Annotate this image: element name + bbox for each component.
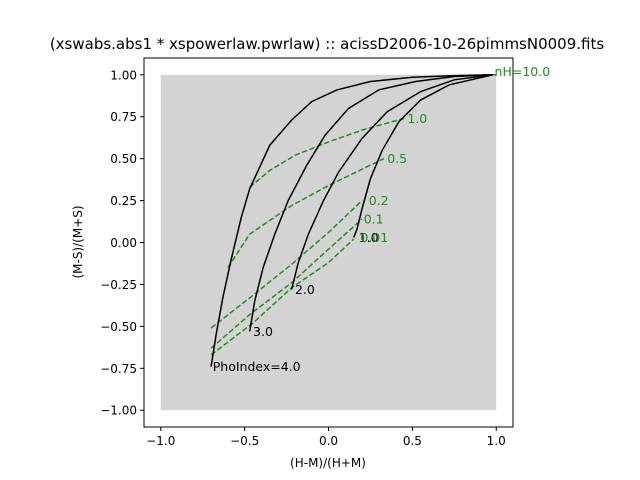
- y-tick-label: −0.75: [100, 362, 137, 376]
- x-tick-label: 1.0: [487, 434, 506, 448]
- annotation-label: PhoIndex=4.0: [213, 359, 301, 374]
- y-tick-label: 1.00: [110, 68, 137, 82]
- nh-curve-1: [210, 218, 363, 349]
- y-tick-label: −1.00: [100, 404, 137, 418]
- annotation-label: 0.01: [360, 230, 388, 245]
- phoindex-curve-0: [353, 74, 494, 238]
- x-tick-label: −0.5: [230, 434, 259, 448]
- x-tick-label: 0.5: [403, 434, 422, 448]
- plot-area: [160, 74, 497, 411]
- chart-title: (xswabs.abs1 * xspowerlaw.pwrlaw) :: aci…: [50, 35, 605, 53]
- annotation-label: 0.5: [387, 151, 407, 166]
- phoindex-curve-1: [290, 74, 493, 290]
- y-axis-label: (M-S)/(M+S): [71, 205, 85, 278]
- y-tick-label: 0.75: [110, 110, 137, 124]
- annotation-label: 1.0: [359, 230, 379, 245]
- y-tick-label: 0.00: [110, 236, 137, 250]
- nh-curve-4: [249, 117, 405, 188]
- annotation-label: nH=10.0: [495, 64, 551, 79]
- y-tick-label: 0.25: [110, 194, 137, 208]
- x-axis-label: (H-M)/(H+M): [290, 456, 366, 470]
- phoindex-curve-2: [248, 74, 493, 332]
- annotation-label: 0.2: [369, 193, 389, 208]
- annotation-label: 0.1: [364, 212, 384, 227]
- annotation-label: 3.0: [253, 324, 273, 339]
- y-tick-label: −0.50: [100, 320, 137, 334]
- y-tick-label: 0.50: [110, 152, 137, 166]
- annotation-label: 2.0: [295, 282, 315, 297]
- annotation-label: 1.0: [407, 111, 427, 126]
- nh-curve-3: [227, 157, 385, 269]
- x-tick-label: 0.0: [319, 434, 338, 448]
- annotations: 1.0 2.0 3.0 PhoIndex=4.0 0.01 0.1 0.2 0.5 1.0 nH=…: [213, 64, 550, 374]
- nh-curve-2: [210, 200, 363, 329]
- y-tick-label: −0.25: [100, 278, 137, 292]
- y-ticks: −1.00 −0.75 −0.50 −0.25 0.00 0.25 0.50 0.75 1.00: [100, 68, 144, 418]
- x-tick-label: −1.0: [146, 434, 175, 448]
- x-ticks: −1.0 −0.5 0.0 0.5 1.0: [146, 427, 506, 448]
- background-region: [160, 74, 497, 411]
- phoindex-curve-3: [210, 74, 493, 367]
